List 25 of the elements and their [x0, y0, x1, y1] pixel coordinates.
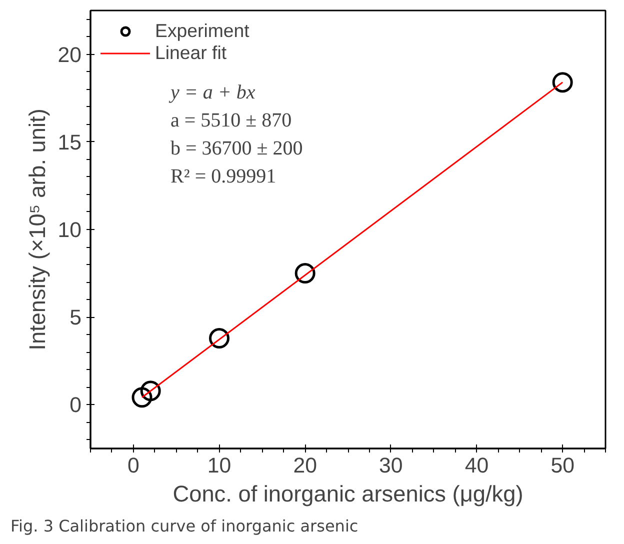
point [140, 380, 161, 402]
y-tick-label: 5 [70, 306, 82, 330]
y-tick-label: 10 [58, 218, 82, 242]
point [209, 328, 230, 349]
point [552, 72, 573, 93]
annotation: a = 5510 ± 870 [170, 110, 292, 132]
annotation: R² = 0.99991 [170, 166, 276, 188]
caption: Fig. 3 Calibration curve of inorganic arsenic [10, 516, 358, 536]
y-tick-label: 15 [58, 130, 82, 154]
y-tick-label: 0 [70, 393, 82, 418]
x-tick-label: 0 [127, 454, 140, 478]
y-tick-label: 20 [58, 42, 82, 67]
x-tick-label: 40 [464, 454, 489, 478]
point [132, 387, 152, 408]
point [294, 263, 316, 284]
x-tick-label: 30 [379, 454, 403, 478]
annotation: b = 36700 ± 200 [170, 138, 303, 160]
legend-label: Linear fit [155, 42, 227, 64]
x-tick-label: 10 [207, 454, 232, 478]
x-tick-label: 50 [550, 454, 575, 478]
x-axis-title: Conc. of inorganic arsenics (μg/kg) [172, 480, 524, 506]
y-axis-title: Intensity (×10⁵ arb. unit) [24, 108, 50, 350]
legend-label: Experiment [155, 20, 250, 42]
x-tick-label: 20 [293, 454, 318, 478]
annotation: y = a + bx [168, 82, 256, 104]
